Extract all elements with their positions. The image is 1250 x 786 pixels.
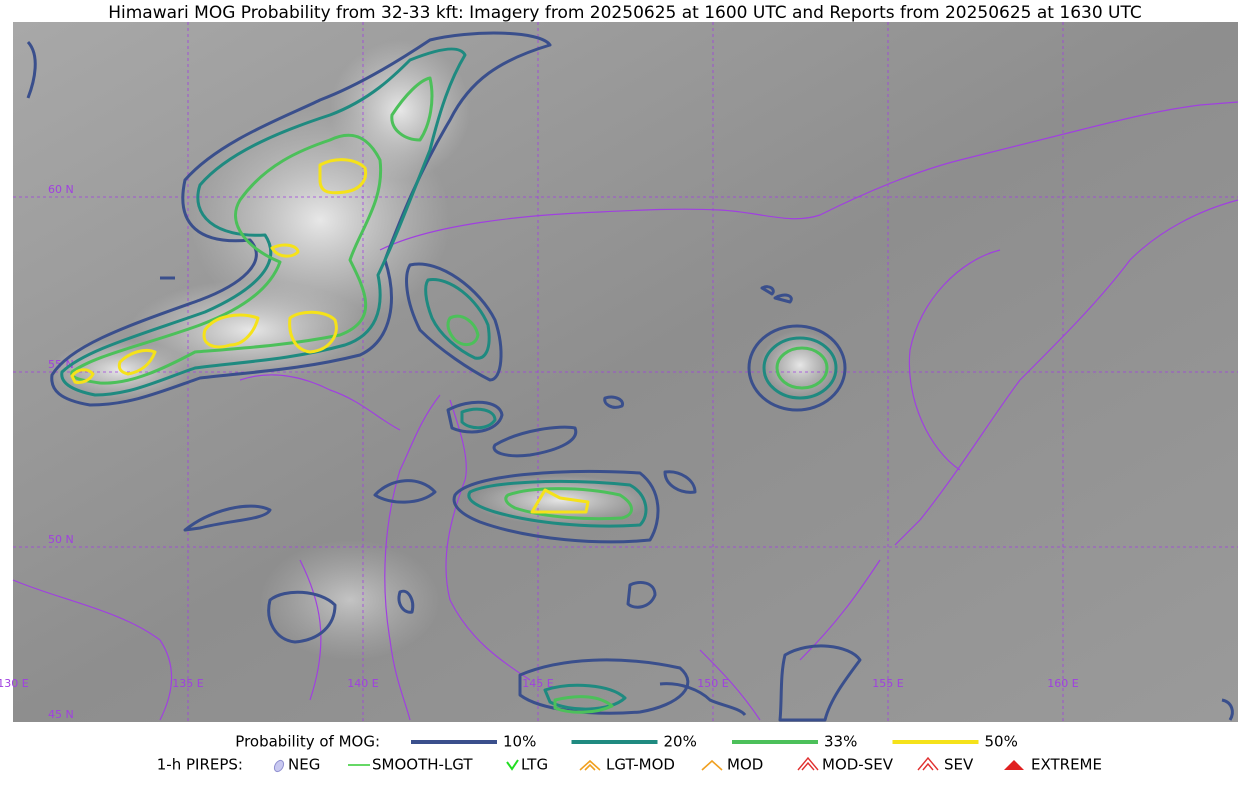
pirep-label: MOD-SEV	[822, 756, 894, 774]
lat-label: 50 N	[48, 533, 74, 546]
contour-10	[663, 470, 697, 494]
lon-label: 135 E	[172, 677, 203, 690]
legend-title: Probability of MOG:	[235, 733, 380, 751]
contour-10	[626, 581, 657, 609]
contour-20	[762, 336, 838, 400]
icon-lgt-mod	[579, 759, 601, 771]
contour-33	[70, 133, 383, 385]
pirep-label: LTG	[521, 756, 548, 774]
pirep-label: EXTREME	[1031, 756, 1102, 774]
legend-label: 20%	[664, 733, 697, 751]
contour-10	[397, 589, 415, 614]
contour-50	[270, 243, 300, 258]
lon-label: 130 E	[0, 677, 29, 690]
graticule: 130 E 135 E 140 E 145 E 150 E 155 E 160 E 60 N 5…	[0, 22, 1238, 722]
lat-label: 45 N	[48, 708, 74, 721]
contour-10	[492, 425, 578, 458]
contour-20	[60, 47, 467, 397]
contour-50	[70, 368, 95, 384]
icon-extreme	[1004, 760, 1024, 770]
contour-50	[530, 488, 590, 514]
legend-label: 33%	[824, 733, 857, 751]
probability-items: 10% 20% 33% 50%	[411, 733, 1018, 751]
pirep-labels: NEG SMOOTH-LGT LTG LGT-MOD MOD MOD-SEV SEV EXTR…	[288, 756, 1102, 774]
contour-10	[373, 479, 437, 504]
icon-sev	[917, 756, 939, 771]
contour-10	[405, 262, 503, 382]
lon-label: 160 E	[1047, 677, 1078, 690]
contour-50	[288, 310, 338, 354]
contour-50	[117, 348, 157, 376]
lon-label: 150 E	[697, 677, 728, 690]
contour-20	[543, 683, 627, 711]
contour-50	[318, 158, 368, 195]
contour-10	[747, 324, 847, 412]
icon-mod	[701, 759, 723, 771]
contour-10	[760, 285, 793, 304]
contour-33	[446, 314, 480, 347]
contour-20	[467, 480, 648, 528]
icon-neg	[273, 759, 285, 773]
pirep-label: SEV	[944, 756, 974, 774]
contour-10	[452, 469, 660, 544]
icon-mod-sev	[797, 756, 819, 771]
icon-ltg	[506, 759, 519, 771]
contour-20	[460, 407, 497, 430]
contour-10	[50, 31, 552, 407]
map: 130 E 135 E 140 E 145 E 150 E 155 E 160 E 60 N 5…	[0, 22, 1239, 722]
contour-33	[390, 76, 434, 142]
contour-10	[26, 40, 37, 99]
contour-10	[778, 644, 862, 722]
pirep-label: MOD	[727, 756, 763, 774]
contour-20	[424, 278, 491, 360]
legend-title: 1-h PIREPS:	[157, 756, 243, 774]
pirep-icons	[273, 756, 1024, 773]
contour-33	[553, 695, 614, 714]
legend: Probability of MOG: 10% 20% 33% 50% 1-h PIR…	[157, 733, 1102, 774]
contour-33	[504, 487, 633, 521]
title: Himawari MOG Probability from 32-33 kft:…	[108, 3, 1142, 23]
lon-label: 155 E	[872, 677, 903, 690]
pirep-label: NEG	[288, 756, 320, 774]
legend-label: 50%	[985, 733, 1018, 751]
lon-label: 140 E	[347, 677, 378, 690]
lon-label: 145 E	[522, 677, 553, 690]
contour-33	[775, 346, 829, 390]
pirep-label: SMOOTH-LGT	[372, 756, 473, 774]
contour-10	[659, 682, 747, 717]
pirep-label: LGT-MOD	[606, 756, 675, 774]
contour-50	[202, 313, 260, 349]
contour-10	[183, 504, 272, 532]
contour-10	[1221, 698, 1234, 721]
contour-10	[603, 395, 624, 409]
contour-10	[267, 590, 337, 644]
contour-10	[446, 400, 504, 434]
contours	[26, 31, 1234, 722]
lat-label: 60 N	[48, 183, 74, 196]
legend-label: 10%	[503, 733, 536, 751]
